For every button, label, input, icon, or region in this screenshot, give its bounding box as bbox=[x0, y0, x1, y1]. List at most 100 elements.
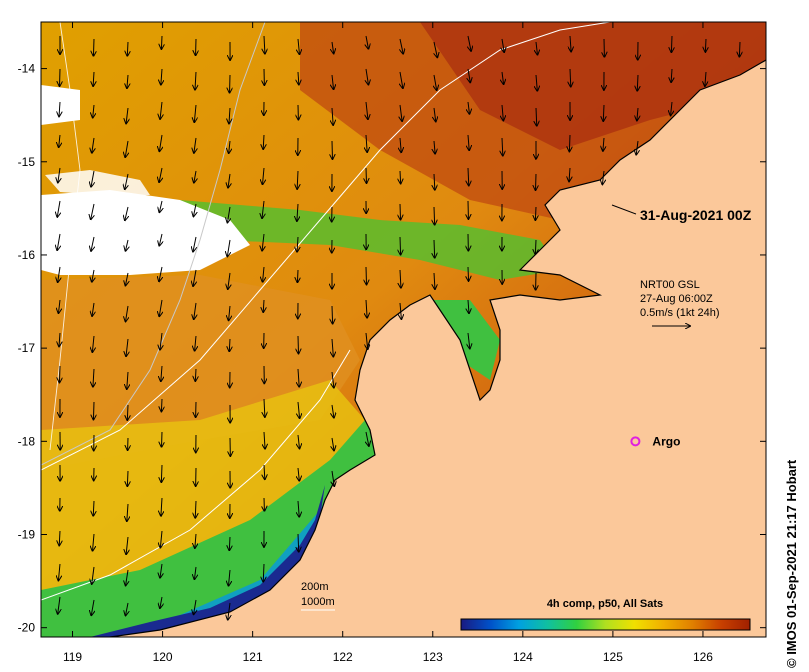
argo-marker[interactable] bbox=[630, 436, 641, 447]
current-arrow bbox=[366, 35, 368, 49]
current-arrow bbox=[400, 170, 401, 183]
current-arrow bbox=[159, 266, 162, 281]
current-arrow bbox=[229, 140, 230, 153]
current-arrow bbox=[127, 41, 128, 56]
current-arrow bbox=[570, 68, 571, 87]
lat-tick-label: -20 bbox=[18, 621, 36, 635]
current-arrow bbox=[159, 134, 162, 151]
current-arrow bbox=[91, 203, 94, 219]
current-arrow bbox=[366, 431, 369, 446]
lat-tick-label: -14 bbox=[18, 62, 36, 76]
current-arrow bbox=[705, 71, 706, 86]
current-arrow bbox=[229, 305, 230, 320]
current-arrow bbox=[468, 332, 470, 348]
colorbar-tick-label: 24 bbox=[595, 636, 607, 648]
current-arrow bbox=[298, 467, 299, 481]
current-arrow bbox=[366, 332, 368, 349]
current-arrow bbox=[127, 74, 128, 88]
current-arrow bbox=[434, 206, 435, 225]
current-arrow bbox=[264, 35, 265, 54]
current-arrow bbox=[127, 470, 128, 486]
current-arrow bbox=[160, 332, 162, 350]
lon-tick-label: 120 bbox=[153, 650, 173, 664]
current-arrow bbox=[298, 533, 299, 552]
current-arrow bbox=[194, 302, 196, 319]
current-arrow bbox=[229, 569, 230, 586]
current-arrow bbox=[298, 401, 300, 418]
current-arrow bbox=[92, 269, 94, 282]
current-arrow bbox=[161, 365, 162, 381]
current-arrow bbox=[91, 236, 94, 251]
current-arrow bbox=[58, 563, 60, 580]
current-arrow bbox=[227, 239, 230, 256]
current-arrow bbox=[160, 101, 162, 119]
current-arrow bbox=[637, 74, 638, 91]
current-arrow bbox=[159, 200, 162, 212]
current-arrow bbox=[400, 137, 401, 152]
current-arrow bbox=[297, 170, 298, 189]
current-arrow bbox=[263, 134, 264, 149]
current-arrow bbox=[229, 107, 230, 123]
current-arrow bbox=[127, 503, 128, 521]
current-arrow bbox=[161, 398, 162, 411]
current-arrow bbox=[195, 533, 196, 548]
colorbar-tick-label: 25 bbox=[637, 636, 649, 648]
depth-legend-1000m: 1000m bbox=[301, 596, 335, 608]
current-arrow bbox=[536, 107, 537, 126]
current-legend-line1: NRT00 GSL bbox=[640, 279, 700, 291]
current-arrow bbox=[228, 272, 230, 289]
lon-tick-label: 125 bbox=[603, 650, 623, 664]
current-arrow bbox=[159, 299, 162, 316]
current-arrow bbox=[298, 368, 299, 387]
current-arrow bbox=[93, 104, 94, 118]
current-arrow bbox=[91, 170, 94, 187]
current-vectors bbox=[57, 35, 740, 620]
current-arrow bbox=[126, 569, 128, 585]
lon-tick-label: 122 bbox=[333, 650, 353, 664]
current-arrow bbox=[468, 134, 469, 150]
current-arrow bbox=[332, 74, 334, 89]
current-arrow bbox=[434, 74, 437, 90]
lon-tick-label: 119 bbox=[63, 650, 82, 664]
current-arrow bbox=[297, 203, 298, 221]
current-arrow bbox=[159, 167, 162, 182]
map-title: 31-Aug-2021 00Z bbox=[640, 207, 752, 223]
contour-1000m-west bbox=[49, 22, 81, 451]
contour-1000m bbox=[41, 349, 351, 601]
current-arrow bbox=[93, 533, 94, 551]
current-arrow bbox=[400, 71, 403, 88]
current-arrow bbox=[264, 431, 265, 449]
current-arrow bbox=[93, 401, 94, 419]
current-arrow bbox=[193, 269, 196, 286]
current-arrow bbox=[671, 68, 672, 82]
current-arrow bbox=[400, 38, 403, 54]
current-arrow bbox=[434, 239, 435, 258]
current-arrow bbox=[671, 101, 672, 115]
current-arrow bbox=[705, 38, 706, 52]
plot-area: Argo 31-Aug-2021 00Z NRT00 GSL 27-Aug 06… bbox=[41, 22, 766, 648]
current-arrow bbox=[92, 566, 94, 584]
current-arrow bbox=[468, 299, 469, 313]
current-arrow bbox=[91, 599, 94, 615]
current-arrow bbox=[434, 107, 436, 121]
current-arrow bbox=[125, 206, 128, 220]
current-arrow bbox=[536, 41, 537, 55]
current-arrow bbox=[569, 134, 570, 151]
current-arrow bbox=[366, 299, 367, 318]
axis-ticks: 119 120 121 122 123 124 125 126 -14 -15 -16 -17 -18 -… bbox=[18, 22, 766, 664]
current-arrow bbox=[434, 41, 437, 57]
contour-200m-west bbox=[41, 22, 266, 466]
colorbar bbox=[460, 618, 751, 631]
current-arrow bbox=[160, 563, 162, 578]
depth-legend-200m: 200m bbox=[301, 581, 329, 593]
current-arrow bbox=[92, 302, 94, 316]
current-arrow bbox=[92, 137, 94, 153]
colorbar-tick-label: 23 bbox=[554, 636, 566, 648]
current-arrow bbox=[57, 200, 60, 217]
current-arrow bbox=[93, 38, 94, 56]
current-arrow bbox=[332, 404, 334, 418]
current-arrow bbox=[57, 233, 60, 250]
current-arrow bbox=[193, 203, 196, 216]
current-arrow bbox=[637, 107, 638, 120]
current-arrow bbox=[332, 305, 333, 324]
